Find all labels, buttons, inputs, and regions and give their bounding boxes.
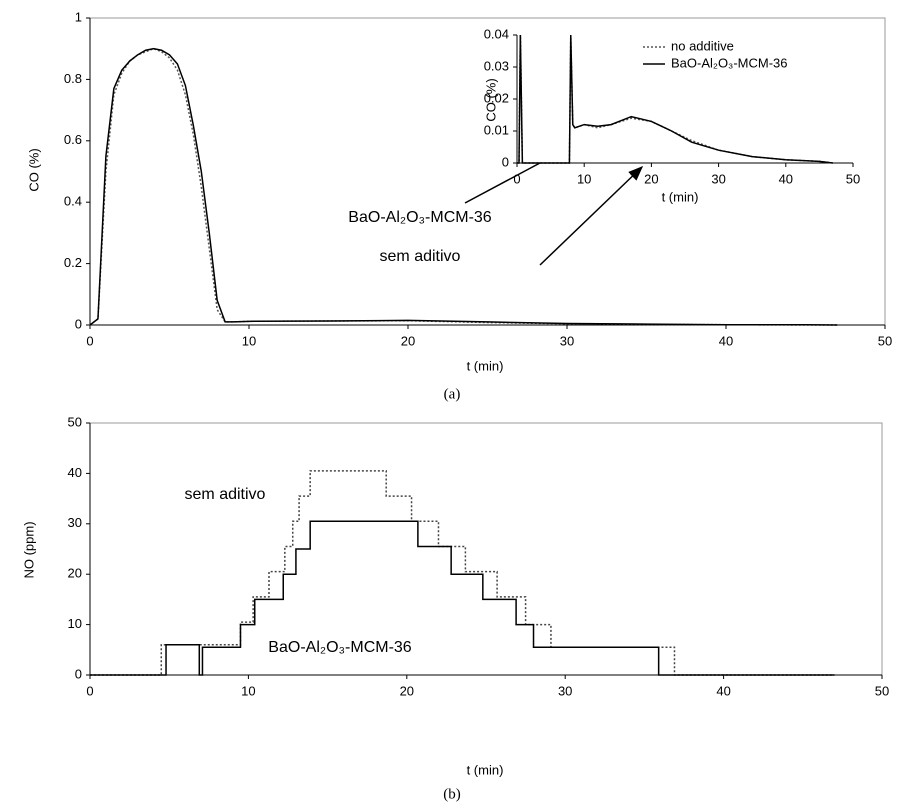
x-tick-label: 50 [875,683,889,698]
y-tick-label: 20 [68,566,82,581]
plot-frame [89,422,883,676]
x-tick-label: 50 [846,171,860,186]
caption: (a) [444,386,461,402]
y-tick-label: 10 [68,616,82,631]
annotation: sem aditivo [185,486,266,503]
x-tick-label: 40 [716,683,730,698]
x-tick-label: 0 [86,683,93,698]
x-tick-label: 30 [560,333,574,348]
x-tick-label: 10 [241,683,255,698]
x-tick-label: 10 [242,333,256,348]
x-tick-label: 20 [401,333,415,348]
data-line [89,47,838,326]
y-tick-label: 0.04 [484,26,509,41]
y-tick-label: 0.6 [64,132,82,147]
y-axis-label: NO (ppm) [21,521,36,578]
y-axis-label: CO (%) [483,78,498,121]
y-tick-label: 50 [68,414,82,429]
y-tick-label: 0.02 [484,90,509,105]
y-tick-label: 40 [68,465,82,480]
annotation: BaO-Al₂O₃-MCM-36 [268,639,412,656]
y-tick-label: 0.03 [484,58,509,73]
annotation: BaO-Al₂O₃-MCM-36 [348,209,492,226]
y-tick-label: 0 [75,666,82,681]
arrow [539,165,644,266]
y-tick-label: 0 [75,316,82,331]
x-tick-label: 10 [577,171,591,186]
x-tick-label: 50 [878,333,892,348]
x-tick-label: 30 [711,171,725,186]
y-tick-label: 0.4 [64,194,82,209]
x-axis-label: t (min) [662,189,699,204]
x-axis-label: t (min) [467,762,504,777]
y-axis-label: CO (%) [26,148,41,191]
x-tick-label: 20 [400,683,414,698]
y-tick-label: 0 [502,154,509,169]
x-tick-label: 30 [558,683,572,698]
x-axis-label: t (min) [467,358,504,373]
y-tick-label: 30 [68,515,82,530]
x-tick-label: 40 [719,333,733,348]
x-tick-label: 40 [779,171,793,186]
y-tick-label: 1 [75,9,82,24]
data-line [90,520,835,676]
caption: (b) [443,786,461,802]
y-tick-label: 0.2 [64,255,82,270]
x-tick-label: 0 [86,333,93,348]
legend-label: no additive [671,38,734,53]
y-tick-label: 0.01 [484,122,509,137]
annotation: sem aditivo [380,248,461,265]
y-tick-label: 0.8 [64,71,82,86]
inset-background [517,30,853,163]
x-tick-label: 20 [644,171,658,186]
x-tick-label: 0 [513,171,520,186]
data-line [90,470,835,676]
legend-label: BaO-Al₂O₃-MCM-36 [671,55,788,70]
data-line [517,34,833,164]
